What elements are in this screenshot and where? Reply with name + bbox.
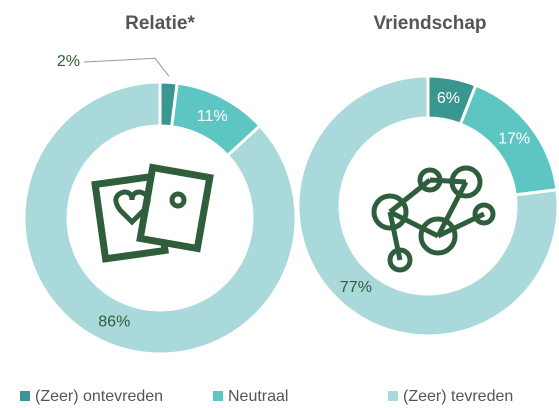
donut-slice [22,80,298,356]
legend-label: Neutraal [228,388,288,405]
network-icon [371,165,496,273]
photo-icon [91,163,214,263]
legend-swatch [213,391,223,401]
data-label: 11% [197,108,228,125]
data-label: 6% [437,90,460,107]
data-label: 2% [57,53,80,70]
legend-label: (Zeer) tevreden [403,388,513,405]
chart-title: Vriendschap [374,13,487,34]
leader-line [83,57,170,77]
legend-swatch [388,391,398,401]
data-label: 77% [340,279,372,296]
legend-label: (Zeer) ontevreden [35,388,163,405]
data-label: 86% [98,314,130,331]
data-label: 17% [498,130,530,147]
donut-slice [296,74,559,338]
chart-title: Relatie* [125,13,195,34]
legend-swatch [20,391,30,401]
